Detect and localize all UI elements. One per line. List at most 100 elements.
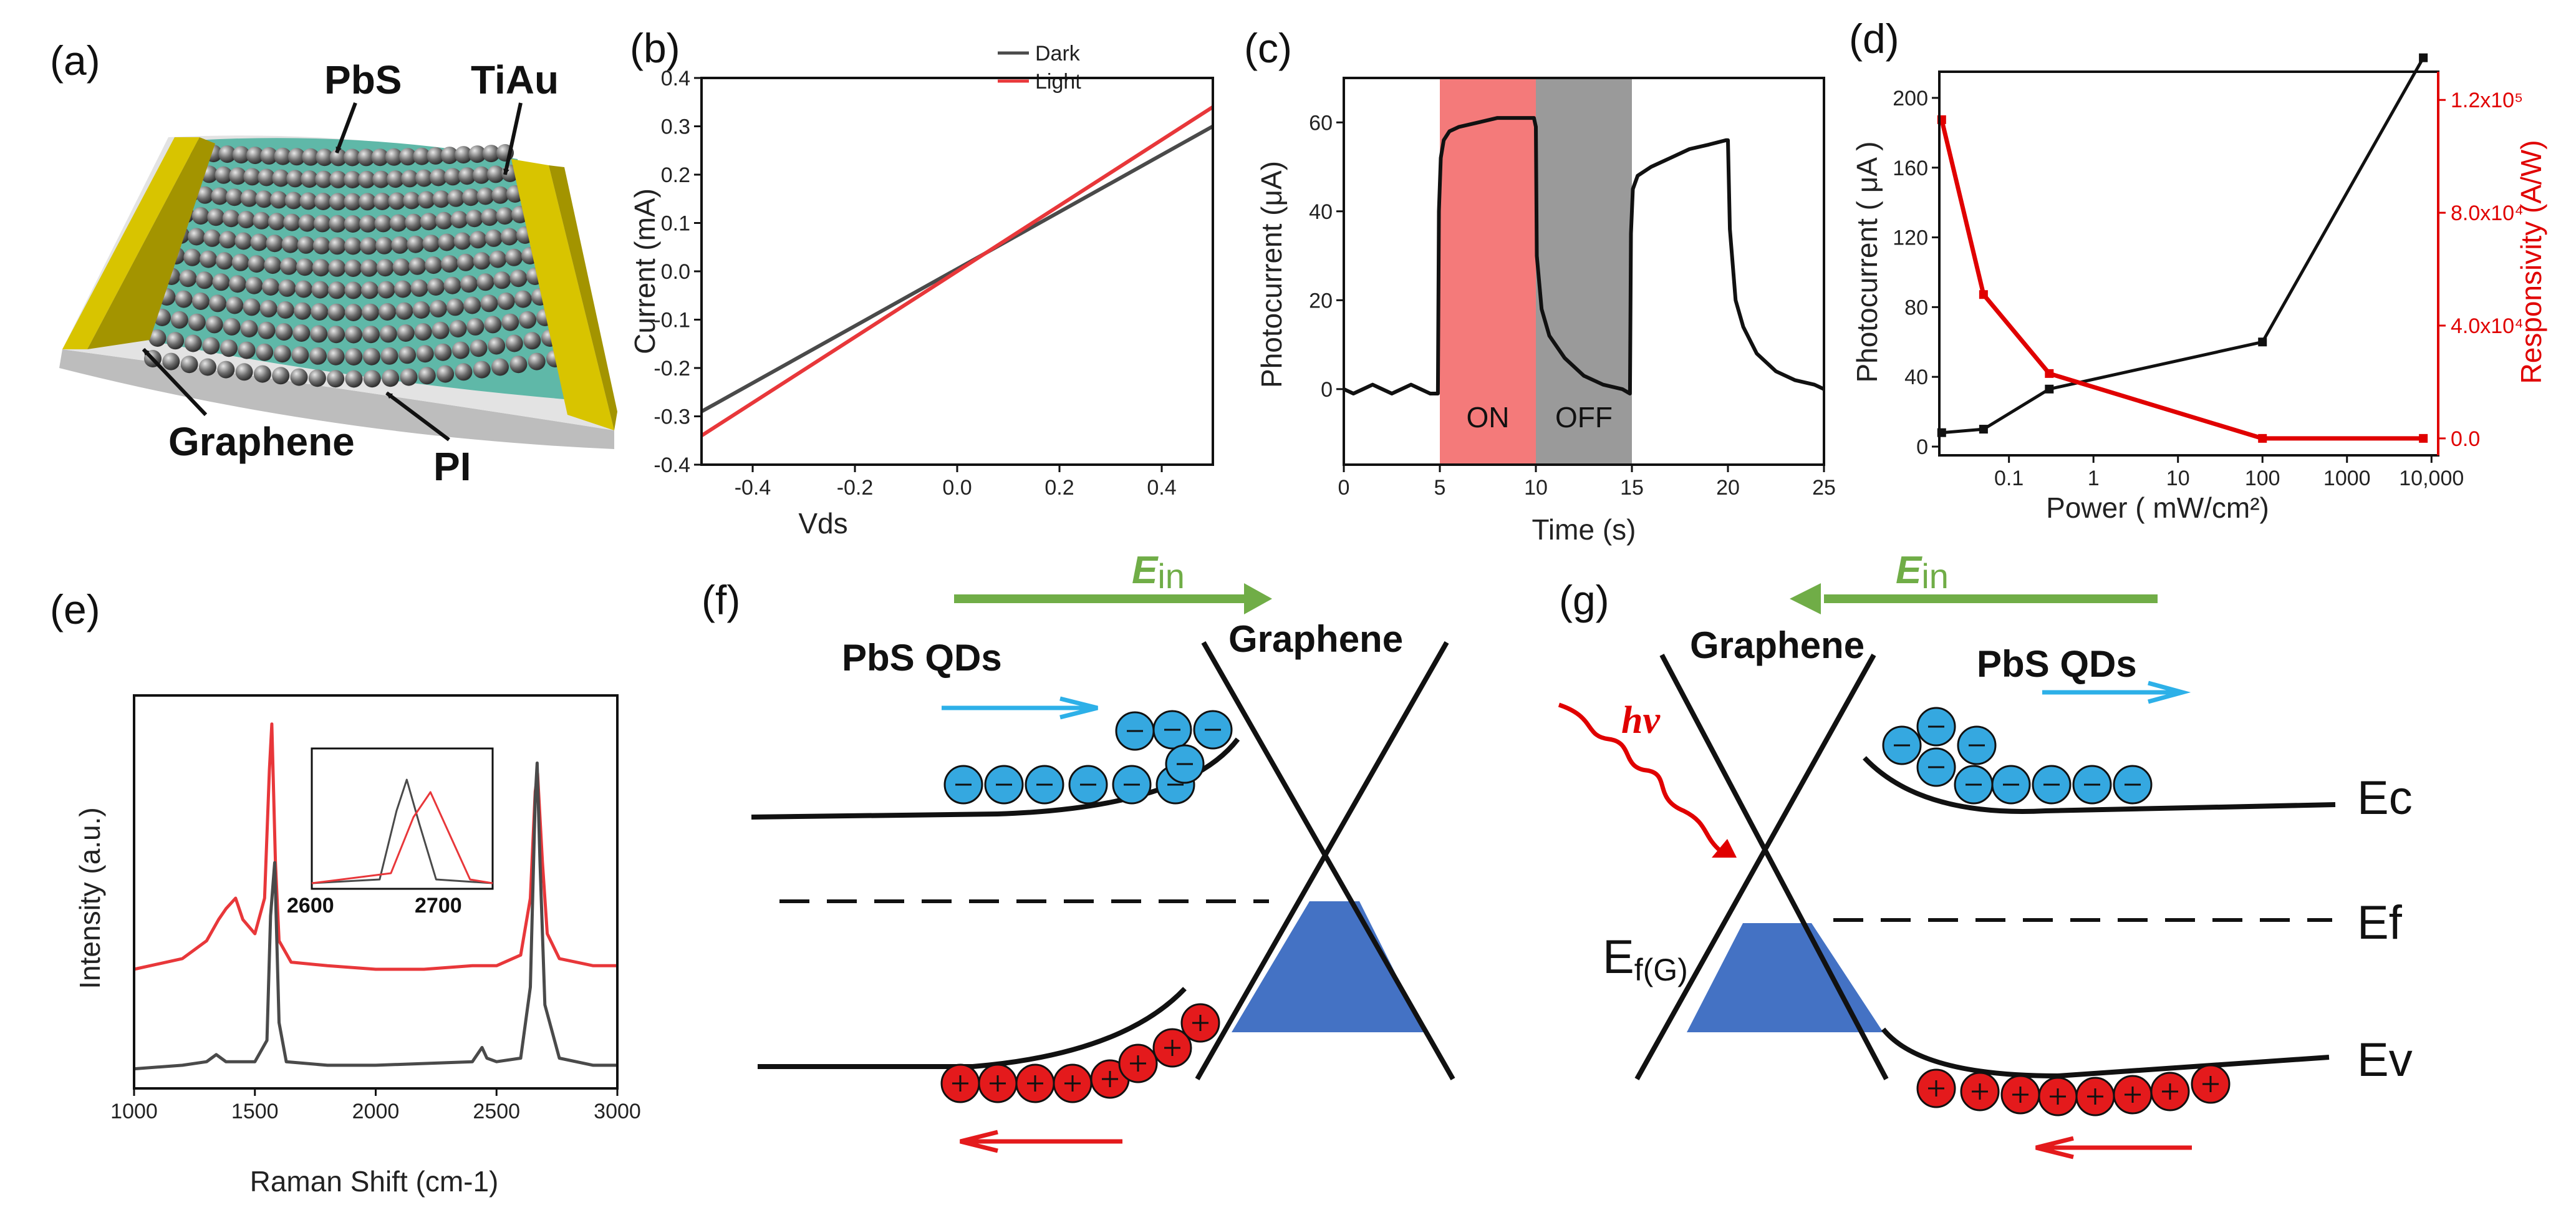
pbs-quantum-dot	[432, 321, 450, 339]
pi-substrate-edge	[59, 349, 614, 449]
pbs-quantum-dot	[430, 168, 448, 186]
pbs-quantum-dot	[207, 208, 225, 226]
pbs-quantum-dot	[220, 339, 238, 357]
b-xtick-label: 0.4	[1147, 476, 1176, 500]
f-ein-arrowhead	[1244, 583, 1272, 614]
panel-b-iv-curve: (b) Vds Current (mA) Dark Light -0.4 -0.2…	[629, 25, 1214, 540]
c-ytick-label: 20	[1309, 289, 1333, 312]
pbs-quantum-dot	[344, 148, 361, 167]
pbs-quantum-dot	[284, 191, 302, 210]
pbs-quantum-dot	[329, 170, 347, 188]
pbs-quantum-dot	[256, 343, 274, 361]
pbs-quantum-dot	[398, 346, 417, 364]
c-ylabel: Photocurrent (μA)	[1255, 161, 1288, 388]
pbs-quantum-dot	[316, 148, 334, 167]
pbs-quantum-dot	[211, 187, 229, 205]
pbs-quantum-dot	[278, 279, 296, 297]
pbs-quantum-dot	[162, 352, 180, 370]
pbs-quantum-dot	[449, 320, 467, 337]
pbs-quantum-dot	[292, 324, 311, 342]
pbs-quantum-dot	[226, 188, 243, 206]
pbs-quantum-dot	[148, 329, 166, 347]
pbs-quantum-dot	[215, 252, 233, 270]
pbs-quantum-dot	[344, 281, 362, 299]
label-ec: Ec	[2357, 772, 2413, 825]
pbs-quantum-dot	[435, 211, 453, 230]
pbs-quantum-dot	[359, 215, 377, 233]
pbs-quantum-dot	[417, 191, 435, 209]
f-holes	[940, 1003, 1220, 1103]
pbs-quantum-dot	[188, 228, 206, 246]
pbs-quantum-dot	[397, 324, 415, 342]
pbs-quantum-dot	[462, 188, 480, 206]
pbs-quantum-dot	[226, 296, 244, 314]
label-pbs: PbS	[324, 57, 402, 102]
left-tiau-electrode-side	[87, 137, 215, 349]
b-ytick-label: -0.3	[654, 405, 690, 429]
photon-arrowhead	[1712, 839, 1737, 858]
pbs-quantum-dot	[223, 317, 241, 336]
g-dirac-cone-line-1	[1659, 654, 1889, 1080]
pbs-quantum-dot	[460, 275, 478, 293]
pbs-quantum-dot	[446, 298, 464, 316]
graphene-pointer	[142, 347, 208, 417]
pbs-quantum-dot	[484, 316, 502, 334]
b-ytick-label: 0.3	[661, 115, 690, 139]
pbs-quantum-dot	[202, 337, 220, 355]
pbs-quantum-dot	[514, 290, 532, 308]
pbs-quantum-dot	[329, 193, 347, 211]
inset-xtick-label: 2600	[287, 894, 334, 918]
b-ytick-label: 0.0	[661, 260, 690, 284]
pbs-quantum-dot	[488, 337, 506, 355]
c-xtick-label: 25	[1812, 476, 1836, 500]
d-left-ytick-label: 120	[1893, 226, 1928, 250]
c-ytick-label: 60	[1309, 111, 1333, 135]
panel-f-band-diagram: (f) Ein PbS QDs Graphene	[702, 549, 1455, 1153]
pbs-quantum-dot	[376, 259, 394, 277]
pbs-quantum-dot	[240, 320, 258, 337]
pbs-quantum-dot	[270, 191, 288, 209]
pbs-quantum-dot	[455, 363, 473, 381]
pbs-quantum-dot	[451, 341, 470, 359]
label-ef-graphene: Ef(G)	[1603, 931, 1688, 987]
pbs-quantum-dot	[311, 303, 329, 321]
pbs-quantum-dot	[358, 170, 376, 188]
pbs-quantum-dot	[441, 255, 458, 273]
pbs-quantum-dot	[280, 257, 298, 275]
pbs-quantum-dot	[458, 167, 476, 185]
pbs-quantum-dot	[196, 271, 213, 289]
panel-label-c: (c)	[1244, 25, 1292, 71]
photon-wave	[1558, 702, 1723, 853]
pbs-quantum-dot	[203, 229, 221, 247]
pbs-quantum-dot	[328, 259, 346, 277]
f-valence-band	[758, 987, 1187, 1069]
pbs-quantum-dot	[438, 233, 456, 251]
pbs-quantum-dot	[456, 253, 475, 271]
c-xtick-label: 5	[1434, 476, 1446, 500]
photocurrent-point	[2258, 337, 2267, 347]
pbs-quantum-dot	[427, 147, 445, 165]
f-electrons	[943, 710, 1233, 805]
b-xtick-label: 0.0	[942, 476, 972, 500]
right-tiau-electrode	[511, 159, 614, 430]
legend-dark-label: Dark	[1035, 42, 1081, 65]
g-ein-label: Ein	[1896, 549, 1949, 596]
pbs-quantum-dot	[437, 365, 455, 383]
pbs-quantum-dot	[234, 232, 253, 250]
c-xtick-label: 15	[1620, 476, 1644, 500]
d-left-ytick-label: 0	[1916, 435, 1928, 459]
pbs-quantum-dot	[188, 313, 206, 331]
pbs-quantum-dot	[360, 237, 378, 255]
e-xtick-label: 1000	[110, 1100, 158, 1123]
photocurrent-power-line	[1941, 57, 2425, 435]
pbs-quantum-dot	[345, 348, 363, 366]
pbs-quantum-dot	[489, 250, 507, 268]
pbs-quantum-dot	[200, 250, 218, 268]
pbs-quantum-dot	[473, 252, 491, 270]
inset-xtick-label: 2700	[415, 894, 462, 918]
pbs-quantum-dot	[372, 170, 390, 188]
pbs-quantum-dot	[175, 290, 193, 308]
pbs-quantum-dot	[240, 189, 258, 207]
region-label-on: ON	[1467, 401, 1510, 433]
pbs-quantum-dot	[362, 303, 379, 321]
